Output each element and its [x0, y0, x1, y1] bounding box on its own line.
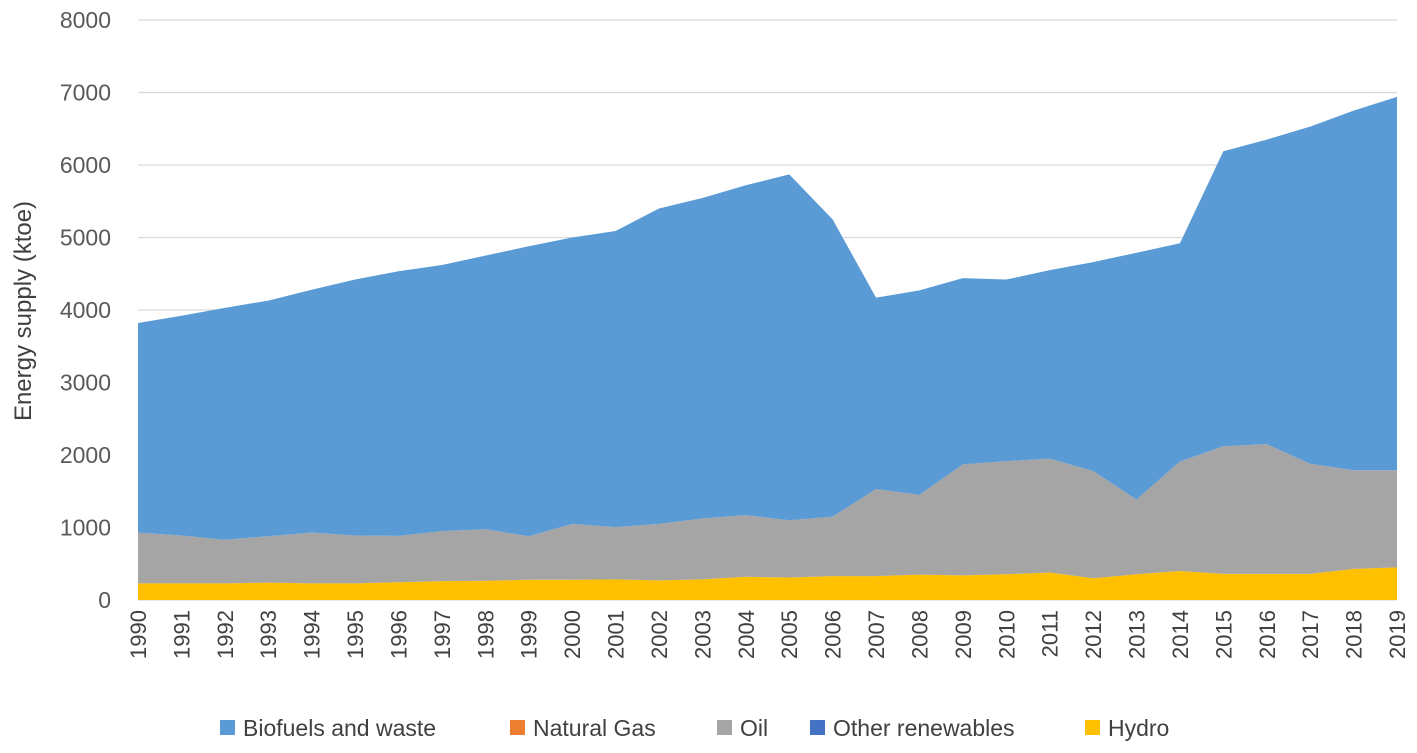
legend-swatch	[810, 720, 825, 735]
x-tick-label: 2000	[560, 610, 585, 659]
x-tick-label: 1993	[256, 610, 281, 659]
x-tick-label: 2004	[734, 610, 759, 659]
y-axis-ticks: 0 1000 2000 3000 4000 5000 6000 7000 8000	[60, 7, 111, 613]
y-tick-label: 5000	[60, 225, 111, 251]
y-tick-label: 7000	[60, 80, 111, 106]
area-series	[138, 96, 1397, 600]
area-biofuels-and-waste	[138, 96, 1397, 540]
x-tick-label: 1994	[300, 610, 325, 659]
y-tick-label: 0	[98, 587, 111, 613]
x-tick-label: 1995	[343, 610, 368, 659]
x-tick-label: 2009	[951, 610, 976, 659]
y-tick-label: 1000	[60, 515, 111, 541]
x-tick-label: 1990	[126, 610, 151, 659]
x-tick-label: 2003	[690, 610, 715, 659]
x-tick-label: 2012	[1081, 610, 1106, 659]
x-tick-label: 2016	[1255, 610, 1280, 659]
x-tick-label: 1998	[473, 610, 498, 659]
y-tick-label: 6000	[60, 152, 111, 178]
x-tick-label: 2018	[1342, 610, 1367, 659]
x-tick-label: 2011	[1038, 610, 1063, 657]
legend-label: Natural Gas	[533, 715, 656, 741]
y-axis-title: Energy supply (ktoe)	[10, 201, 37, 421]
y-tick-label: 2000	[60, 442, 111, 468]
x-tick-label: 2013	[1125, 610, 1150, 659]
x-tick-label: 2015	[1211, 610, 1236, 659]
x-tick-label: 2001	[604, 610, 629, 659]
legend-swatch	[1085, 720, 1100, 735]
x-tick-label: 1996	[386, 610, 411, 659]
legend-swatch	[510, 720, 525, 735]
legend-label: Oil	[740, 715, 768, 741]
x-tick-label: 2017	[1298, 610, 1323, 659]
legend: Biofuels and waste Natural Gas Oil Other re…	[220, 715, 1169, 741]
x-tick-label: 2002	[647, 610, 672, 659]
x-tick-label: 2005	[777, 610, 802, 659]
y-tick-label: 8000	[60, 7, 111, 33]
x-tick-label: 1999	[517, 610, 542, 659]
legend-swatch	[717, 720, 732, 735]
y-tick-label: 3000	[60, 370, 111, 396]
area-hydro	[138, 567, 1397, 600]
legend-label: Hydro	[1108, 715, 1169, 741]
x-tick-label: 2006	[821, 610, 846, 659]
x-tick-label: 1997	[430, 610, 455, 659]
area-oil	[138, 444, 1397, 584]
x-tick-label: 2010	[994, 610, 1019, 659]
x-tick-label: 2019	[1385, 610, 1410, 659]
legend-label: Biofuels and waste	[243, 715, 436, 741]
x-tick-label: 1992	[213, 610, 238, 659]
x-axis-ticks: 1990 1991 1992 1993 1994 1995 1996 1997 1998 1999…	[126, 610, 1410, 659]
x-tick-label: 2008	[907, 610, 932, 659]
legend-label: Other renewables	[833, 715, 1015, 741]
y-tick-label: 4000	[60, 297, 111, 323]
x-tick-label: 2007	[864, 610, 889, 659]
legend-swatch	[220, 720, 235, 735]
x-tick-label: 1991	[169, 610, 194, 659]
x-tick-label: 2014	[1168, 610, 1193, 659]
